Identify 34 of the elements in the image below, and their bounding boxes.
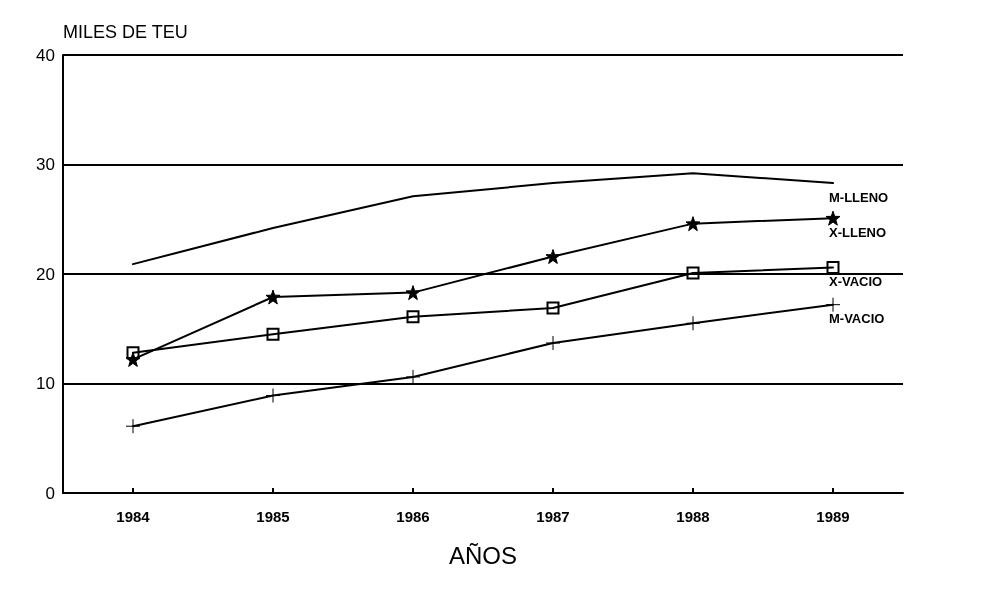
point <box>545 248 561 264</box>
point <box>266 327 280 341</box>
point <box>545 335 561 351</box>
y-tick-label: 0 <box>45 483 55 503</box>
point <box>826 260 840 274</box>
y-tick-label: 20 <box>36 264 55 284</box>
point <box>825 297 841 313</box>
x-tick-label: 1986 <box>396 508 430 525</box>
point <box>685 216 701 232</box>
point <box>546 301 560 315</box>
series-label: X-LLENO <box>829 224 887 240</box>
point <box>125 418 141 434</box>
y-tick-label: 30 <box>36 155 55 174</box>
point <box>265 289 281 305</box>
series-label: X-VACIO <box>829 273 883 289</box>
point <box>405 285 421 301</box>
x-tick-label: 1984 <box>116 508 151 525</box>
point <box>265 388 281 404</box>
series-label: M-LLENO <box>829 189 889 205</box>
point <box>126 346 140 360</box>
point <box>405 369 421 385</box>
y-tick-label: 40 <box>36 45 55 65</box>
point <box>685 315 701 331</box>
point <box>825 210 841 226</box>
y-tick-label: 10 <box>36 374 55 393</box>
y-axis-title: MILES DE TEU <box>63 22 188 42</box>
x-tick-label: 1988 <box>676 508 710 525</box>
point <box>686 266 700 280</box>
x-axis-title: AÑOS <box>448 541 518 569</box>
point <box>406 310 420 324</box>
x-tick-label: 1989 <box>816 508 850 525</box>
series-label: M-VACIO <box>829 311 885 327</box>
x-tick-label: 1987 <box>536 508 570 525</box>
x-tick-label: 1985 <box>256 508 290 525</box>
